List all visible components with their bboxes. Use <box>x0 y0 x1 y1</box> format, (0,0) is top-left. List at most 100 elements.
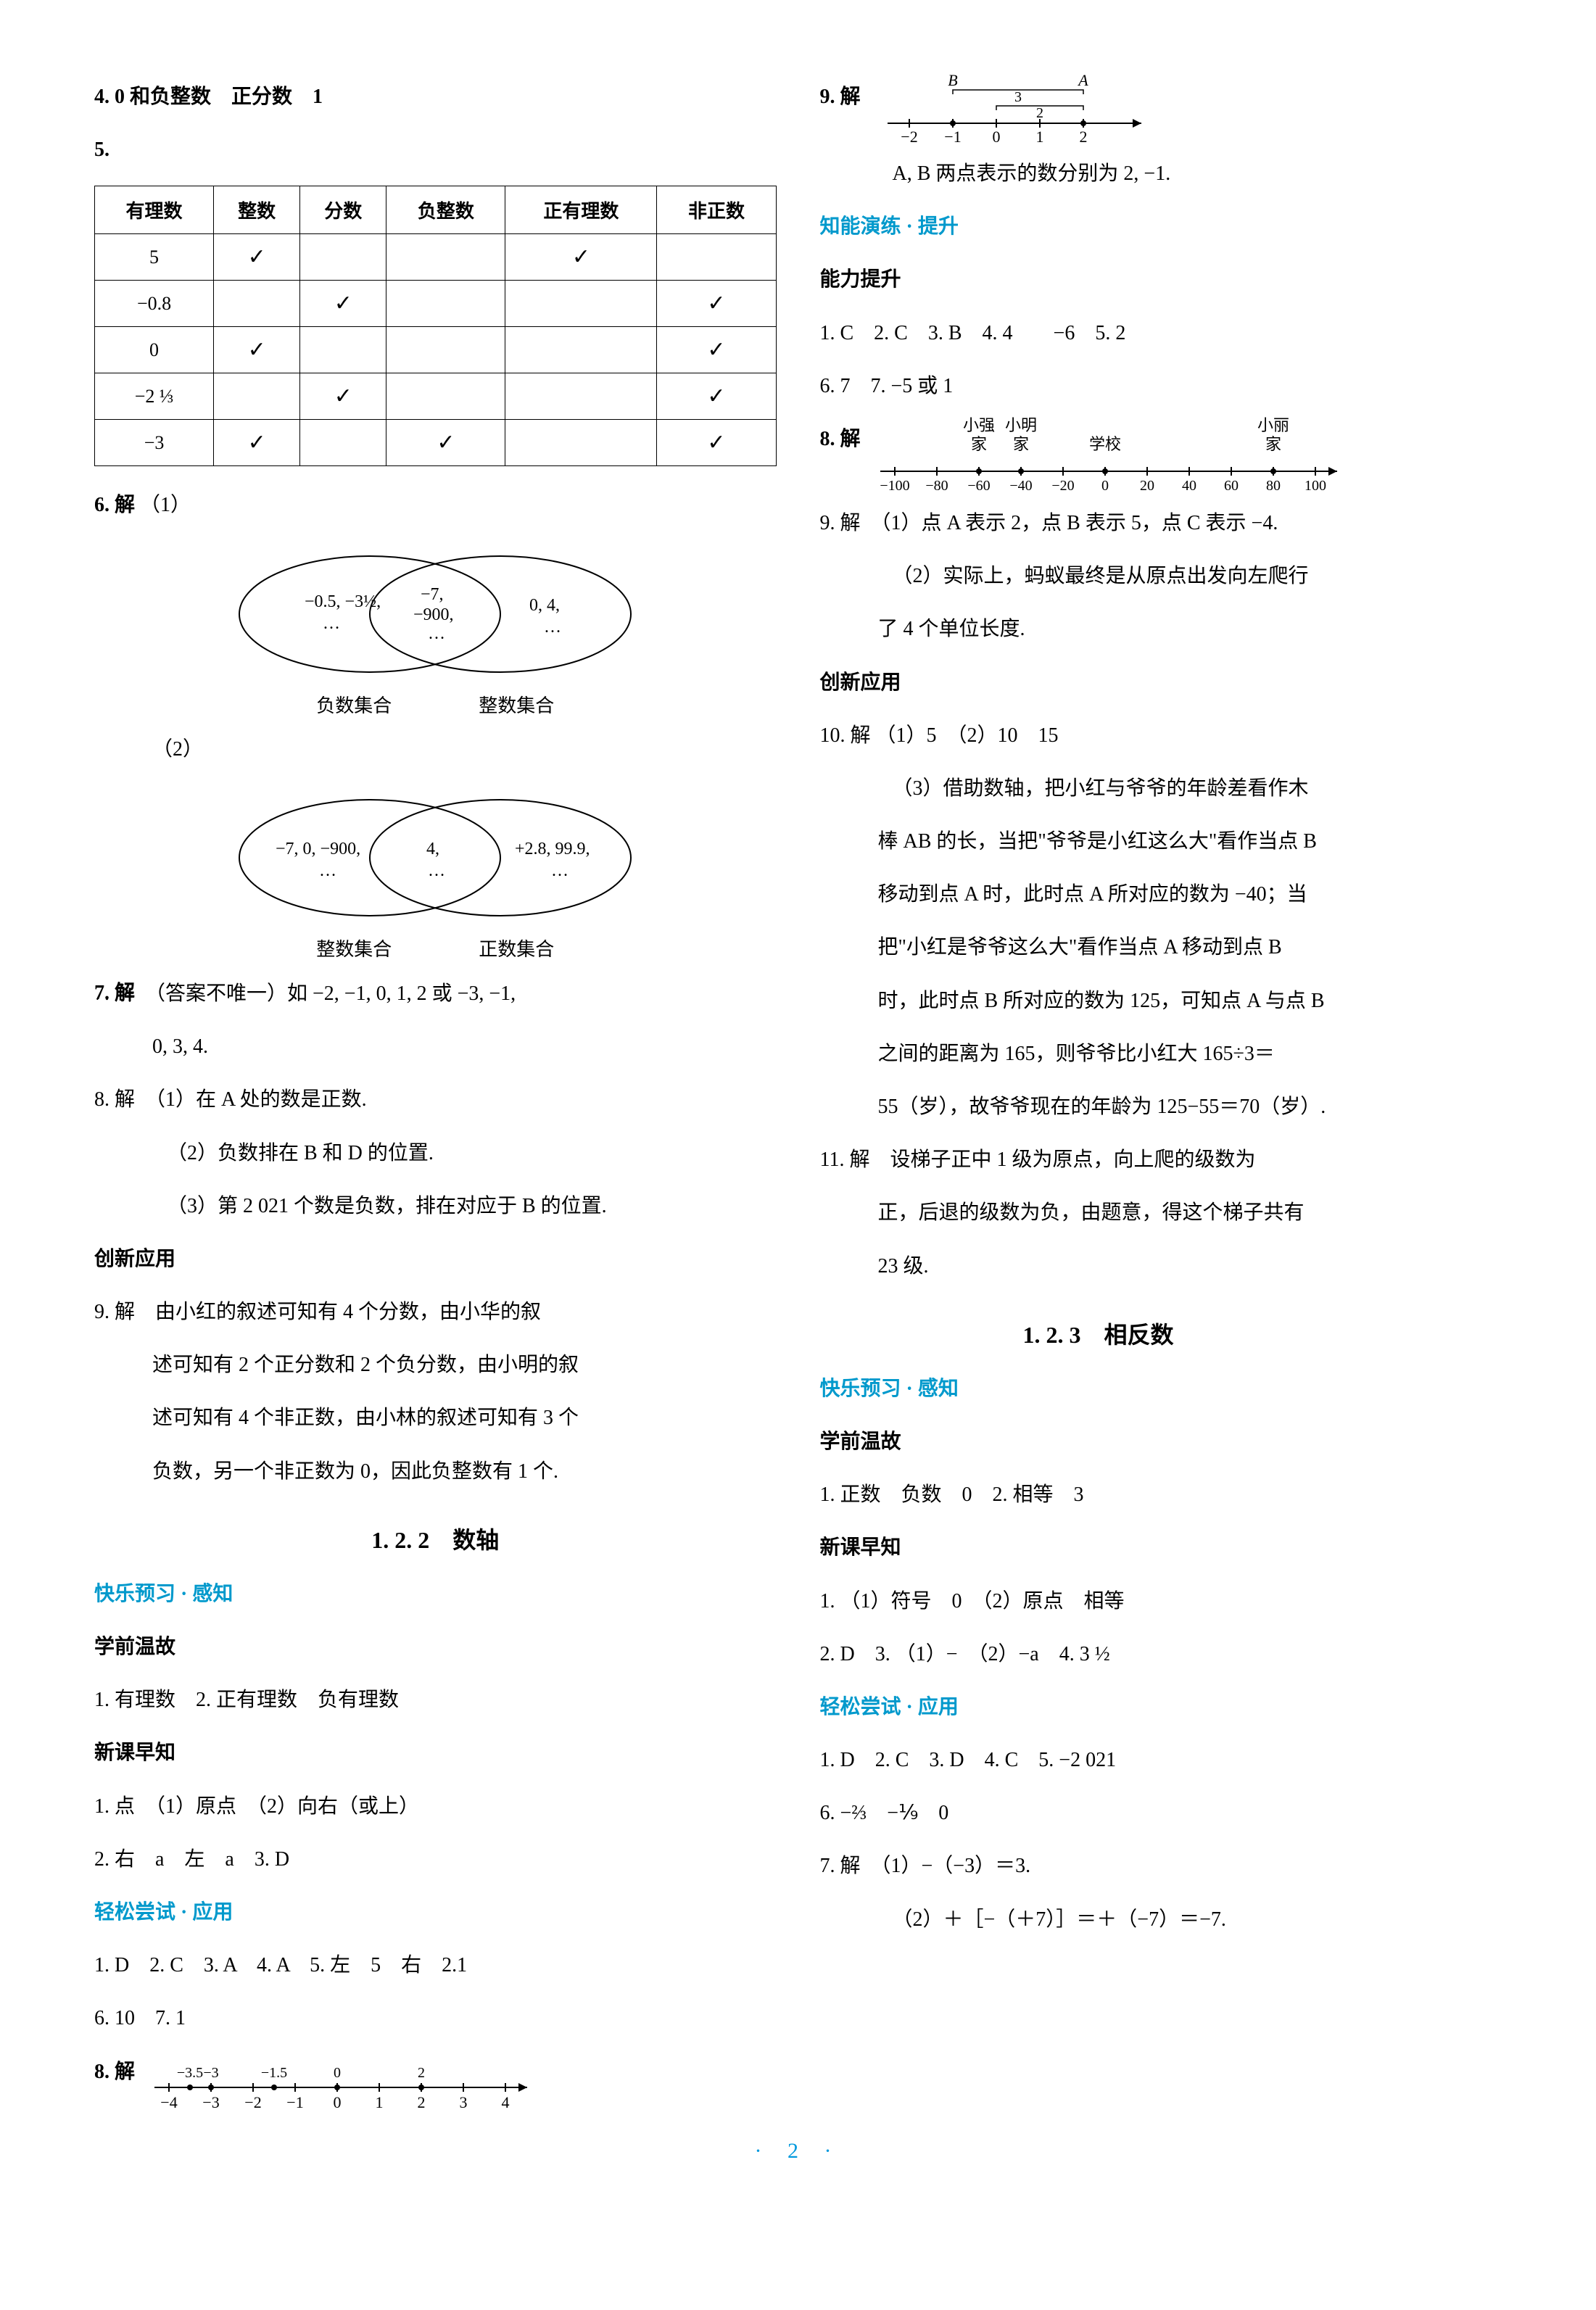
venn1-left-label: 负数集合 <box>316 691 392 718</box>
svg-text:0, 4,: 0, 4, <box>529 596 560 615</box>
svg-text:2: 2 <box>418 2065 425 2081</box>
table-cell <box>214 373 300 420</box>
table-row: −2 ⅓✓✓ <box>95 373 777 420</box>
table-row: 5✓✓ <box>95 234 777 281</box>
table-cell: 0 <box>95 327 214 373</box>
table-cell: −0.8 <box>95 281 214 327</box>
svg-text:0: 0 <box>334 2093 342 2111</box>
svg-text:−3: −3 <box>203 2065 218 2081</box>
svg-text:100: 100 <box>1304 478 1326 494</box>
svg-text:+2.8, 99.9,: +2.8, 99.9, <box>515 840 590 858</box>
left-column: 4. 0 和负整数 正分数 1 5. 有理数整数分数负整数正有理数非正数 5✓✓… <box>94 73 777 2117</box>
c10g: 之间的距离为 165，则爷爷比小红大 165÷3＝ <box>820 1030 1502 1078</box>
svg-text:−20: −20 <box>1051 478 1074 494</box>
xk22: 2. D 3. （1）− （2）−a 4. 3 ½ <box>820 1630 1502 1678</box>
table-row: −0.8 ✓ ✓ <box>95 281 777 327</box>
svg-text:40: 40 <box>1182 478 1196 494</box>
table-cell: ✓ <box>300 281 386 327</box>
q4: 4. 0 和负整数 正分数 1 <box>94 73 777 121</box>
q9c: 述可知有 4 个非正数，由小林的叙述可知有 3 个 <box>94 1394 777 1442</box>
table-header: 非正数 <box>657 186 776 234</box>
svg-text:2: 2 <box>418 2093 426 2111</box>
table-cell: ✓ <box>657 281 776 327</box>
svg-text:小丽: 小丽 <box>1257 416 1289 434</box>
page-footer: · 2 · <box>94 2139 1502 2164</box>
table-cell: ✓ <box>657 373 776 420</box>
n9c: 了 4 个单位长度. <box>820 605 1502 653</box>
svg-text:−7,: −7, <box>421 585 444 604</box>
q6-2: （2） <box>94 725 777 774</box>
xueqian-r: 学前温故 <box>820 1417 1502 1466</box>
table-cell: ✓ <box>214 234 300 281</box>
table-cell <box>505 281 657 327</box>
venn1-right-label: 整数集合 <box>479 691 554 718</box>
qs3-row: 8. 解 −4−3−2−101234−3.5−3−1.502 <box>94 2048 777 2113</box>
zhineng: 知能演练 · 提升 <box>820 202 1502 251</box>
venn2-labels: 整数集合 正数集合 <box>316 935 554 961</box>
table-cell: −2 ⅓ <box>95 373 214 420</box>
svg-text:−2: −2 <box>244 2093 261 2111</box>
svg-text:…: … <box>428 861 445 880</box>
svg-text:−2: −2 <box>901 128 917 145</box>
svg-text:−1: −1 <box>944 128 961 145</box>
qs22: 6. −⅔ −⅑ 0 <box>820 1789 1502 1837</box>
rational-table: 有理数整数分数负整数正有理数非正数 5✓✓−0.8✓✓0✓✓−2 ⅓✓✓−3✓✓… <box>94 186 777 466</box>
right-column: 9. 解 −2−1012BA32 A, B 两点表示的数分别为 2, −1. 知… <box>820 73 1502 2117</box>
table-header: 整数 <box>214 186 300 234</box>
table-cell: ✓ <box>214 420 300 466</box>
chuangxin-r: 创新应用 <box>820 658 1502 707</box>
xinke-l: 新课早知 <box>94 1729 777 1777</box>
chuangxin-l: 创新应用 <box>94 1235 777 1283</box>
svg-text:−3: −3 <box>202 2093 219 2111</box>
qs21: 1. D 2. C 3. D 4. C 5. −2 021 <box>820 1736 1502 1784</box>
n3-row: 8. 解 −100−80−60−40−20020406080100小强小明小丽家… <box>820 415 1502 494</box>
svg-text:−3.5: −3.5 <box>177 2065 203 2081</box>
sec-123: 1. 2. 3 相反数 <box>820 1317 1502 1350</box>
svg-text:…: … <box>544 618 561 637</box>
table-cell <box>505 420 657 466</box>
c10h: 55（岁），故爷爷现在的年龄为 125−55＝70（岁）. <box>820 1082 1502 1131</box>
qs1: 1. D 2. C 3. A 4. A 5. 左 5 右 2.1 <box>94 1941 777 1990</box>
svg-text:−0.5, −3½,: −0.5, −3½, <box>305 592 381 611</box>
svg-text:4: 4 <box>502 2093 510 2111</box>
c10a: 10. 解 （1）5 （2）10 15 <box>820 711 1502 760</box>
table-cell <box>214 281 300 327</box>
svg-text:小强: 小强 <box>963 416 995 434</box>
venn2: −7, 0, −900, … 4, … +2.8, 99.9, … 整数集合 正… <box>94 785 777 961</box>
table-cell <box>657 234 776 281</box>
svg-text:…: … <box>551 861 568 880</box>
svg-text:B: B <box>948 73 957 89</box>
n1: 1. C 2. C 3. B 4. 4 −6 5. 2 <box>820 309 1502 357</box>
svg-text:家: 家 <box>1265 435 1281 453</box>
svg-text:−1: −1 <box>286 2093 303 2111</box>
svg-text:1: 1 <box>376 2093 384 2111</box>
svg-text:A: A <box>1077 73 1088 89</box>
nengli: 能力提升 <box>820 255 1502 304</box>
table-cell: ✓ <box>657 327 776 373</box>
numline-9: −2−1012BA32 <box>866 73 1170 145</box>
svg-text:−40: −40 <box>1009 478 1032 494</box>
svg-text:学校: 学校 <box>1089 435 1121 453</box>
table-cell: ✓ <box>386 420 505 466</box>
svg-text:…: … <box>319 861 336 880</box>
xk1: 1. 点 （1）原点 （2）向右（或上） <box>94 1782 777 1831</box>
svg-text:家: 家 <box>1013 435 1029 453</box>
q8a: 8. 解 （1）在 A 处的数是正数. <box>94 1075 777 1124</box>
qs23b: （2）＋［−（＋7）］＝＋（−7）＝−7. <box>820 1895 1502 1944</box>
svg-text:−100: −100 <box>880 478 909 494</box>
kuaile-l: 快乐预习 · 感知 <box>94 1570 777 1618</box>
svg-text:…: … <box>323 614 340 633</box>
venn2-svg: −7, 0, −900, … 4, … +2.8, 99.9, … <box>210 785 660 930</box>
table-cell: ✓ <box>505 234 657 281</box>
table-row: 0✓✓ <box>95 327 777 373</box>
table-cell <box>300 420 386 466</box>
svg-text:2: 2 <box>1079 128 1087 145</box>
table-cell: 5 <box>95 234 214 281</box>
qingsong-r: 轻松尝试 · 应用 <box>820 1683 1502 1731</box>
q7b: 0, 3, 4. <box>94 1022 777 1071</box>
r-q9-text: A, B 两点表示的数分别为 2, −1. <box>820 149 1502 198</box>
q5-label: 5. <box>94 125 777 174</box>
svg-text:4,: 4, <box>426 840 439 858</box>
svg-text:−80: −80 <box>925 478 948 494</box>
c10f: 时，此时点 B 所对应的数为 125，可知点 A 与点 B <box>820 977 1502 1025</box>
